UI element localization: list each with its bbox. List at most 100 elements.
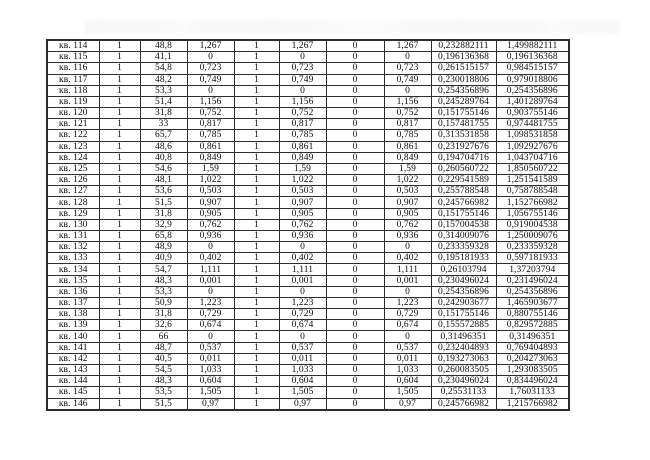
row-label-cell: кв. 136 [46,285,100,298]
value-cell: 1,056755146 [495,207,570,220]
value-cell: 1,092927676 [495,140,570,153]
value-cell: 0 [383,330,432,343]
value-cell: 1 [98,196,141,209]
table-row: кв. 133 1 40,9 0,402 1 0,402 0 0,402 0,195181933… [46,252,570,265]
value-cell: 0,861 [186,140,235,153]
value-cell: 1,156 [278,95,327,109]
value-cell: 1 [233,118,280,131]
value-cell: 0 [325,62,385,75]
value-cell: 0 [278,241,327,254]
value-cell: 54,8 [139,62,188,75]
value-cell: 1,223 [186,296,235,310]
value-cell: 48,9 [139,241,188,254]
value-cell: 0,230018806 [430,73,497,86]
table-row: кв. 136 1 53,3 0 1 0 0 0 0,254356896 0,254356896 [46,285,570,298]
table-row: кв. 141 1 48,7 0,537 1 0,537 0 0,537 0,232404893… [46,341,570,354]
value-cell: 0,193273063 [430,352,497,366]
value-cell: 0,729 [383,308,432,321]
value-cell: 1,156 [186,95,235,109]
value-cell: 54,6 [139,162,188,176]
value-cell: 0,762 [186,218,235,231]
table-row: кв. 127 1 53,6 0,503 1 0,503 0 0,503 0,255788548… [46,185,570,198]
row-label-cell: кв. 141 [46,341,100,354]
table-row: кв. 114 1 48,8 1,267 1 1,267 0 1,267 0,232882111… [46,39,570,53]
value-cell: 0,880755146 [495,308,570,321]
table-row: кв. 135 1 48,3 0,001 1 0,001 0 0,001 0,230496024… [46,274,570,287]
value-cell: 31,8 [139,207,188,220]
table-body: кв. 114 1 48,8 1,267 1 1,267 0 1,267 0,232882111… [46,39,570,411]
value-cell: 0 [383,84,432,97]
value-cell: 0,729 [186,308,235,321]
value-cell: 0,936 [383,229,432,243]
value-cell: 0 [325,241,385,254]
value-cell: 0 [325,39,385,53]
value-cell: 0,829572885 [495,319,570,332]
value-cell: 1 [98,352,141,366]
value-cell: 1 [98,207,141,220]
value-cell: 0,245289764 [430,95,497,109]
value-cell: 0 [325,207,385,220]
value-cell: 1 [233,140,280,153]
value-cell: 0 [325,319,385,332]
row-label-cell: кв. 140 [46,330,100,343]
value-cell: 1 [233,151,280,164]
value-cell: 1 [98,51,141,64]
row-label-cell: кв. 117 [46,73,100,86]
value-cell: 0 [325,95,385,109]
value-cell: 31,8 [139,308,188,321]
value-cell: 1 [233,185,280,198]
value-cell: 1,465903677 [495,296,570,310]
value-cell: 0,936 [186,229,235,243]
value-cell: 0,151755146 [430,107,497,120]
value-cell: 1 [98,341,141,354]
value-cell: 0,157004538 [430,218,497,231]
value-cell: 0,817 [383,118,432,131]
value-cell: 66 [139,330,188,343]
value-cell: 0,674 [383,319,432,332]
value-cell: 0 [186,51,235,64]
value-cell: 0 [278,330,327,343]
value-cell: 1,215766982 [495,397,570,411]
table-row: кв. 143 1 54,5 1,033 1 1,033 0 1,033 0,260083505… [46,363,570,377]
value-cell: 0,503 [278,185,327,198]
value-cell: 1,59 [383,162,432,176]
table-row: кв. 128 1 51,5 0,907 1 0,907 0 0,907 0,245766982… [46,196,570,209]
value-cell: 0,907 [278,196,327,209]
value-cell: 1 [98,363,141,377]
value-cell: 0,245766982 [430,196,497,209]
value-cell: 0,849 [186,151,235,164]
value-cell: 1 [98,73,141,86]
value-cell: 1 [233,285,280,298]
row-label-cell: кв. 138 [46,308,100,321]
value-cell: 0,834496024 [495,375,570,388]
value-cell: 0,861 [278,140,327,153]
value-cell: 0,402 [383,252,432,265]
value-cell: 1 [233,397,280,411]
value-cell: 53,5 [139,386,188,399]
value-cell: 1 [98,386,141,399]
value-cell: 1,111 [383,263,432,276]
table-row: кв. 137 1 50,9 1,223 1 1,223 0 1,223 0,242903677… [46,296,570,310]
row-label-cell: кв. 114 [46,39,100,53]
row-label-cell: кв. 130 [46,218,100,231]
value-cell: 0 [383,241,432,254]
value-cell: 0,97 [383,397,432,411]
value-cell: 0,817 [186,118,235,131]
value-cell: 1,293083505 [495,363,570,377]
value-cell: 0,204273063 [495,352,570,366]
table-row: кв. 146 1 51,5 0,97 1 0,97 0 0,97 0,245766982 1,2… [46,397,570,411]
value-cell: 1 [233,107,280,120]
value-cell: 0,749 [383,73,432,86]
value-cell: 1 [98,330,141,343]
value-cell: 1,250009076 [495,229,570,243]
value-cell: 1 [233,386,280,399]
value-cell: 0,313531858 [430,129,497,142]
value-cell: 32,6 [139,319,188,332]
table-row: кв. 145 1 53,5 1,505 1 1,505 0 1,505 0,25531133 1… [46,386,570,399]
value-cell: 54,5 [139,363,188,377]
value-cell: 0,001 [383,274,432,287]
value-cell: 0 [278,84,327,97]
table-row: кв. 122 1 65,7 0,785 1 0,785 0 0,785 0,313531858… [46,129,570,142]
value-cell: 0,151755146 [430,207,497,220]
value-cell: 32,9 [139,218,188,231]
